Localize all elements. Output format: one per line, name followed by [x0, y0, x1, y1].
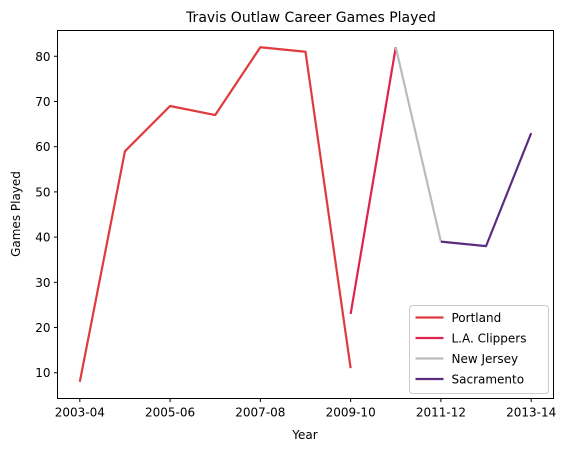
x-tick-label: 2005-06	[145, 406, 195, 420]
plot-area	[57, 30, 554, 399]
y-tick-label: 40	[35, 231, 50, 245]
x-axis: 2003-04 2005-06 2007-08 2009-10 2011-12 2013-…	[55, 398, 556, 420]
y-axis-label: Games Played	[9, 171, 23, 257]
series-line	[394, 46, 442, 242]
y-tick-label: 70	[35, 95, 50, 109]
y-tick-label: 30	[35, 276, 50, 290]
legend-frame	[409, 305, 549, 394]
x-tick-label: 2013-14	[506, 406, 556, 420]
plot-frame	[57, 30, 554, 399]
y-tick-label: 20	[35, 321, 50, 335]
series-line	[440, 132, 533, 248]
legend-label: L.A. Clippers	[452, 332, 527, 346]
x-tick-label: 2011-12	[416, 406, 466, 420]
legend-label: Portland	[452, 311, 502, 325]
y-tick-label: 50	[35, 185, 50, 199]
y-tick-label: 60	[35, 140, 50, 154]
legend-label: New Jersey	[452, 352, 519, 366]
chart-title: Travis Outlaw Career Games Played	[185, 10, 436, 26]
y-axis: 10 20 30 40 50 60 70 80	[35, 50, 58, 380]
legend: Portland L.A. Clippers New Jersey Sacrament…	[409, 305, 549, 394]
x-tick-label: 2003-04	[55, 406, 105, 420]
x-axis-label: Year	[291, 428, 317, 442]
x-tick-label: 2007-08	[235, 406, 285, 420]
series-line	[349, 47, 397, 315]
series-line	[78, 46, 352, 382]
y-tick-label: 80	[35, 50, 50, 64]
legend-label: Sacramento	[452, 373, 525, 387]
x-tick-label: 2009-10	[326, 406, 376, 420]
y-tick-label: 10	[35, 366, 50, 380]
series-lines	[78, 46, 533, 382]
